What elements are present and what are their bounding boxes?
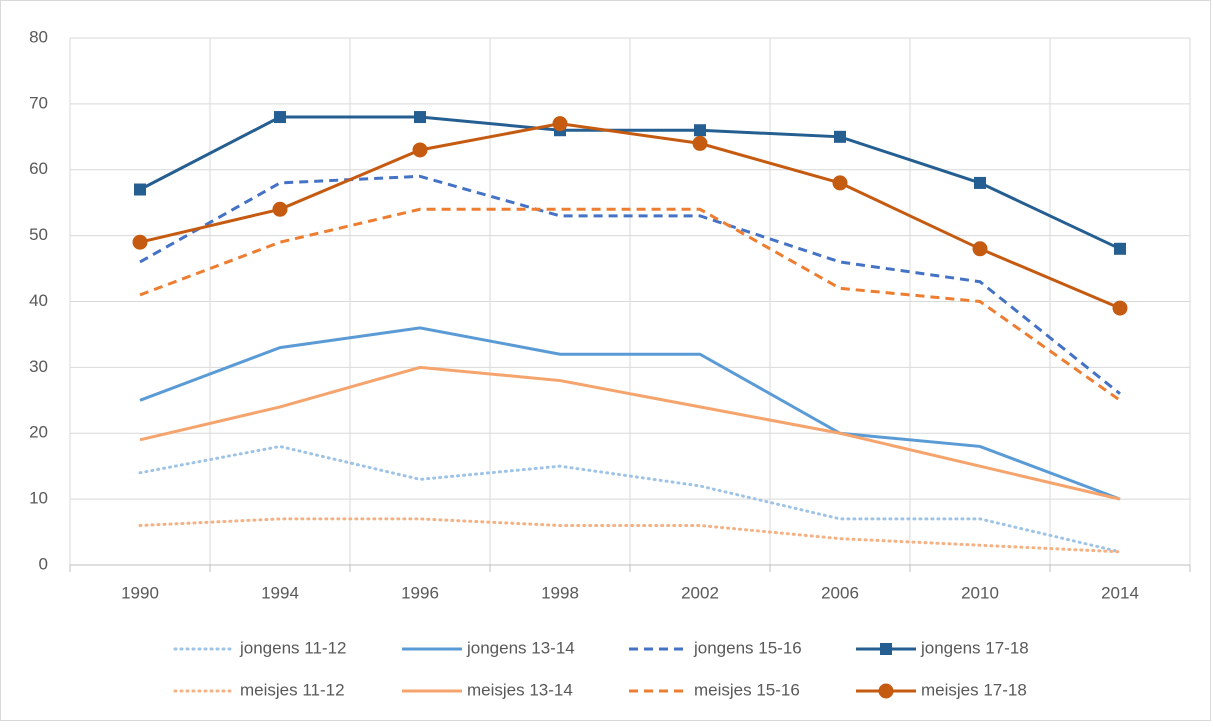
marker [974,176,986,189]
y-tick-label: 30 [29,357,48,376]
y-tick-label: 0 [39,554,48,573]
series-line [138,444,1122,554]
marker [832,175,848,191]
legend-label: jongens 13-14 [466,638,575,657]
marker [274,111,286,124]
series-line [139,365,1121,501]
series-line [139,115,1121,251]
marker [132,234,148,250]
y-tick-label: 20 [29,423,48,442]
x-tick-label: 2014 [1101,583,1139,602]
y-tick-label: 40 [29,291,48,310]
y-tick-label: 70 [29,93,48,112]
series-line [139,174,1121,395]
x-tick-label: 2010 [961,583,999,602]
series-line [138,517,1122,554]
legend-label: jongens 15-16 [693,638,802,657]
y-tick-label: 10 [29,489,48,508]
series-line [139,207,1121,402]
legend-marker [878,683,894,699]
marker [692,135,708,151]
legend-label: jongens 17-18 [920,638,1029,657]
x-tick-label: 1990 [121,583,159,602]
legend-label: meisjes 11-12 [240,680,345,699]
series-line [139,326,1121,501]
legend-label: meisjes 15-16 [694,680,800,699]
marker [412,142,428,158]
marker [972,241,988,257]
y-tick-label: 80 [29,27,48,46]
marker [834,130,846,143]
x-tick-label: 1994 [261,583,299,602]
legend-label: meisjes 17-18 [921,680,1027,699]
x-tick-label: 2002 [681,583,719,602]
y-tick-label: 50 [29,225,48,244]
x-tick-label: 1998 [541,583,579,602]
legend-label: jongens 11-12 [239,638,347,657]
marker [1114,242,1126,255]
x-tick-label: 1996 [401,583,439,602]
y-tick-label: 60 [29,159,48,178]
marker [414,111,426,124]
series-line [139,122,1121,310]
marker [134,183,146,196]
marker [694,124,706,137]
legend-label: meisjes 13-14 [467,680,573,699]
x-tick-label: 2006 [821,583,859,602]
legend-marker [880,643,892,655]
marker [1112,300,1128,316]
marker [272,201,288,217]
marker [552,116,568,132]
